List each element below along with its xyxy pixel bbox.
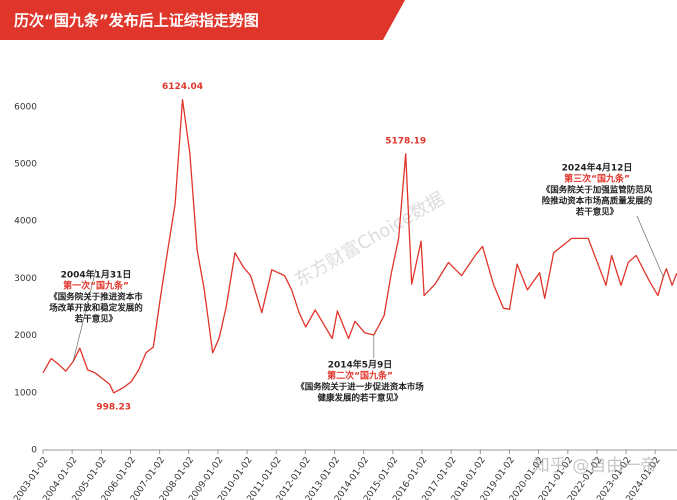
y-tick-label: 2000 bbox=[14, 331, 37, 341]
y-tick-label: 5000 bbox=[14, 160, 37, 170]
annotation-text: 若干意见》 bbox=[575, 207, 619, 218]
data-label: 5178.19 bbox=[385, 136, 426, 146]
annotation-text: 《国务院关于进一步促进资本市场 bbox=[296, 382, 424, 393]
y-tick-label: 1000 bbox=[14, 388, 37, 398]
leader-line bbox=[72, 268, 97, 362]
data-label: 998.23 bbox=[96, 402, 131, 412]
annotation-date: 2014年5月9日 bbox=[328, 359, 393, 371]
y-tick-label: 3000 bbox=[14, 274, 37, 284]
annotation-event: 第二次“国九条” bbox=[327, 370, 393, 382]
annotation-date: 2024年4月12日 bbox=[562, 162, 633, 174]
data-label: 6124.04 bbox=[162, 82, 203, 92]
title-banner bbox=[0, 0, 405, 40]
chart-title: 历次“国九条”发布后上证综指走势图 bbox=[14, 12, 259, 30]
index-line bbox=[42, 99, 677, 394]
annotation-date: 2004年1月31日 bbox=[61, 269, 132, 281]
annotation-event: 第三次“国九条” bbox=[564, 173, 630, 185]
annotation-text: 健康发展的若干意见》 bbox=[317, 393, 402, 404]
y-tick-label: 6000 bbox=[14, 102, 37, 112]
annotation-event: 第一次“国九条” bbox=[63, 280, 129, 292]
annotation-text: 《国务院关于推进资本市 bbox=[49, 292, 143, 303]
leader-line bbox=[636, 215, 664, 277]
watermark: 知乎 @自由一帝 bbox=[533, 456, 657, 476]
y-tick-label: 0 bbox=[31, 446, 37, 456]
y-tick-label: 4000 bbox=[14, 217, 37, 227]
annotation-text: 场改革开放和稳定发展的 bbox=[49, 303, 143, 314]
annotation-text: 《国务院关于加强监管防范风 bbox=[542, 185, 653, 196]
annotation-text: 险推动资本市场高质量发展的 bbox=[542, 196, 653, 207]
watermark: 东方财富Choice数据 bbox=[291, 188, 448, 291]
annotation-text: 若干意见》 bbox=[74, 314, 118, 325]
